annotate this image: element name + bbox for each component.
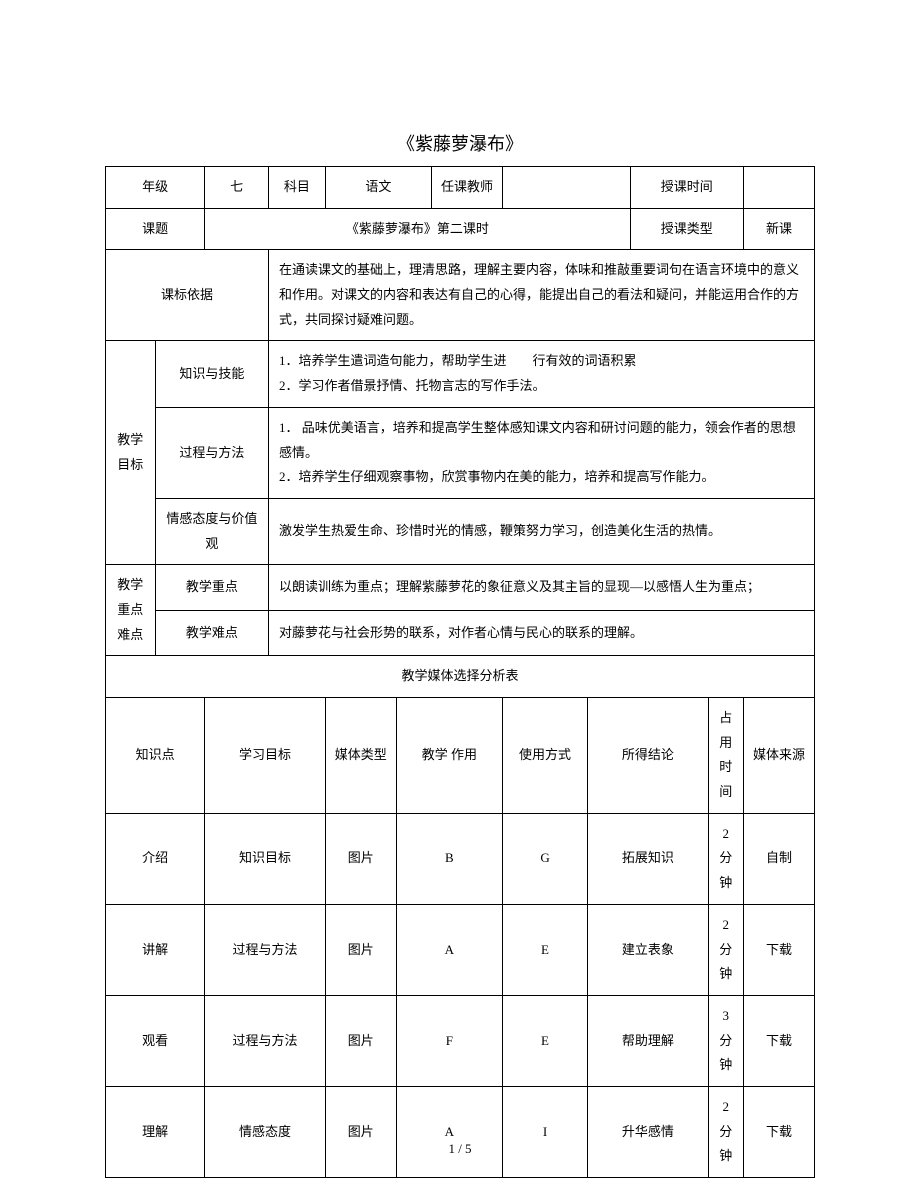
cell: F xyxy=(396,995,502,1086)
cell: 图片 xyxy=(325,813,396,904)
goal1-value: 1．培养学生遣词造句能力，帮助学生进 行有效的词语积累 2．学习作者借景抒情、托… xyxy=(269,341,815,407)
cell: E xyxy=(502,995,587,1086)
cell: 过程与方法 xyxy=(205,995,326,1086)
col-c1: 知识点 xyxy=(106,698,205,814)
goal3-label: 情感态度与价值观 xyxy=(155,498,268,564)
goal3-value: 激发学生热爱生命、珍惜时光的情感，鞭策努力学习，创造美化生活的热情。 xyxy=(269,498,815,564)
cell: 3 分钟 xyxy=(708,995,743,1086)
subject-value: 语文 xyxy=(325,167,431,209)
table-row: 观看 过程与方法 图片 F E 帮助理解 3 分钟 下载 xyxy=(106,995,815,1086)
focus2-label: 教学难点 xyxy=(155,610,268,656)
cell: 理解 xyxy=(106,1086,205,1177)
cell: 2 分钟 xyxy=(708,813,743,904)
cell: E xyxy=(502,904,587,995)
focus2-row: 教学难点 对藤萝花与社会形势的联系，对作者心情与民心的联系的理解。 xyxy=(106,610,815,656)
table-row: 理解 情感态度 图片 A I 升华感情 2 分钟 下载 xyxy=(106,1086,815,1177)
focus1-label: 教学重点 xyxy=(155,565,268,611)
cell: 介绍 xyxy=(106,813,205,904)
table-row: 讲解 过程与方法 图片 A E 建立表象 2 分钟 下载 xyxy=(106,904,815,995)
cell: B xyxy=(396,813,502,904)
time-value xyxy=(744,167,815,209)
standard-value: 在通读课文的基础上，理清思路，理解主要内容，体味和推敲重要词句在语言环境中的意义… xyxy=(269,250,815,341)
time-label: 授课时间 xyxy=(630,167,743,209)
cell: 图片 xyxy=(325,1086,396,1177)
cell: 下载 xyxy=(744,995,815,1086)
focus-label: 教学重点难点 xyxy=(106,565,156,656)
focus1-row: 教学重点难点 教学重点 以朗读训练为重点；理解紫藤萝花的象征意义及其主旨的显现—… xyxy=(106,565,815,611)
cell: 下载 xyxy=(744,904,815,995)
cell: G xyxy=(502,813,587,904)
cell: 讲解 xyxy=(106,904,205,995)
cell: 自制 xyxy=(744,813,815,904)
goals-label: 教学目标 xyxy=(106,341,156,565)
cell: A xyxy=(396,1086,502,1177)
type-value: 新课 xyxy=(744,208,815,250)
standard-label: 课标依据 xyxy=(106,250,269,341)
cell: 拓展知识 xyxy=(588,813,709,904)
lesson-plan-table: 年级 七 科目 语文 任课教师 授课时间 课题 《紫藤萝瀑布》第二课时 授课类型… xyxy=(105,166,815,1178)
goal2-row: 过程与方法 1． 品味优美语言，培养和提高学生整体感知课文内容和研讨问题的能力，… xyxy=(106,407,815,498)
cell: 过程与方法 xyxy=(205,904,326,995)
col-c4: 教学 作用 xyxy=(396,698,502,814)
cell: 升华感情 xyxy=(588,1086,709,1177)
goal2-label: 过程与方法 xyxy=(155,407,268,498)
cell: 情感态度 xyxy=(205,1086,326,1177)
topic-value: 《紫藤萝瀑布》第二课时 xyxy=(205,208,630,250)
grade-label: 年级 xyxy=(106,167,205,209)
header-row-1: 年级 七 科目 语文 任课教师 授课时间 xyxy=(106,167,815,209)
goal3-row: 情感态度与价值观 激发学生热爱生命、珍惜时光的情感，鞭策努力学习，创造美化生活的… xyxy=(106,498,815,564)
col-c8: 媒体来源 xyxy=(744,698,815,814)
page-number: 1 / 5 xyxy=(0,1141,920,1157)
col-c7: 占用 时间 xyxy=(708,698,743,814)
cell: 2 分钟 xyxy=(708,904,743,995)
col-c5: 使用方式 xyxy=(502,698,587,814)
col-c2: 学习目标 xyxy=(205,698,326,814)
table-row: 介绍 知识目标 图片 B G 拓展知识 2 分钟 自制 xyxy=(106,813,815,904)
col-c6: 所得结论 xyxy=(588,698,709,814)
cell: 2 分钟 xyxy=(708,1086,743,1177)
goal1-row: 教学目标 知识与技能 1．培养学生遣词造句能力，帮助学生进 行有效的词语积累 2… xyxy=(106,341,815,407)
teacher-label: 任课教师 xyxy=(432,167,503,209)
media-columns-row: 知识点 学习目标 媒体类型 教学 作用 使用方式 所得结论 占用 时间 媒体来源 xyxy=(106,698,815,814)
cell: I xyxy=(502,1086,587,1177)
cell: 图片 xyxy=(325,904,396,995)
focus2-value: 对藤萝花与社会形势的联系，对作者心情与民心的联系的理解。 xyxy=(269,610,815,656)
header-row-2: 课题 《紫藤萝瀑布》第二课时 授课类型 新课 xyxy=(106,208,815,250)
cell: 知识目标 xyxy=(205,813,326,904)
cell: 下载 xyxy=(744,1086,815,1177)
cell: 建立表象 xyxy=(588,904,709,995)
media-header: 教学媒体选择分析表 xyxy=(106,656,815,698)
cell: A xyxy=(396,904,502,995)
goal1-label: 知识与技能 xyxy=(155,341,268,407)
cell: 观看 xyxy=(106,995,205,1086)
document-title: 《紫藤萝瀑布》 xyxy=(105,130,815,156)
type-label: 授课类型 xyxy=(630,208,743,250)
media-section-header: 教学媒体选择分析表 xyxy=(106,656,815,698)
subject-label: 科目 xyxy=(269,167,326,209)
grade-value: 七 xyxy=(205,167,269,209)
col-c3: 媒体类型 xyxy=(325,698,396,814)
cell: 帮助理解 xyxy=(588,995,709,1086)
standard-row: 课标依据 在通读课文的基础上，理清思路，理解主要内容，体味和推敲重要词句在语言环… xyxy=(106,250,815,341)
goal2-value: 1． 品味优美语言，培养和提高学生整体感知课文内容和研讨问题的能力，领会作者的思… xyxy=(269,407,815,498)
topic-label: 课题 xyxy=(106,208,205,250)
cell: 图片 xyxy=(325,995,396,1086)
teacher-value xyxy=(502,167,630,209)
focus1-value: 以朗读训练为重点；理解紫藤萝花的象征意义及其主旨的显现—以感悟人生为重点； xyxy=(269,565,815,611)
